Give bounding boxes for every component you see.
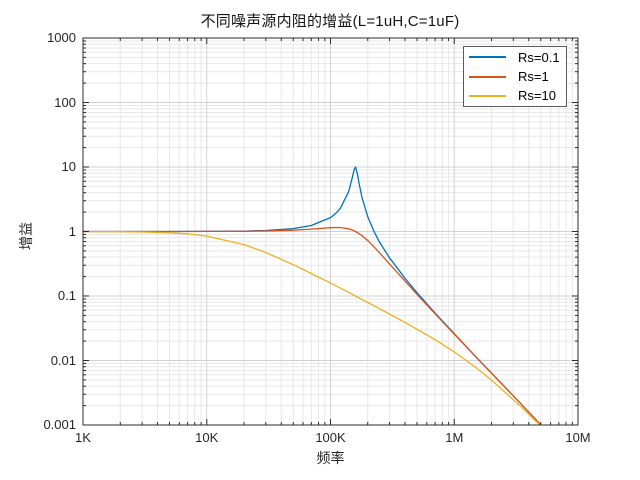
x-tick-label: 10K (195, 430, 219, 445)
legend-line-sample (469, 56, 506, 59)
x-tick-label: 1M (445, 430, 464, 445)
legend-item-label: Rs=1 (518, 69, 549, 84)
y-tick-label: 100 (54, 94, 76, 110)
y-tick-label: 0.1 (57, 288, 76, 303)
series-line-Rs=10 (83, 230, 541, 425)
legend-item-rs0.1[interactable]: Rs=0.1 (464, 48, 566, 66)
legend-item-label: Rs=10 (518, 88, 556, 104)
legend-item-rs1[interactable]: Rs=1 (464, 68, 566, 86)
legend-line-sample (469, 94, 506, 97)
y-tick-label: 0.01 (50, 352, 76, 368)
y-tick-label: 1000 (47, 30, 76, 45)
x-axis-label: 频率 (316, 450, 345, 466)
x-tick-label: 10M (565, 430, 591, 445)
y-tick-label: 0.001 (43, 417, 76, 432)
legend-line-sample (469, 75, 506, 78)
y-tick-label: 1 (68, 223, 76, 239)
legend[interactable]: Rs=0.1 Rs=1 Rs=10 (463, 46, 567, 107)
chart-title: 不同噪声源内阻的增益(L=1uH,C=1uF) (200, 13, 460, 30)
legend-item-rs10[interactable]: Rs=10 (464, 87, 566, 105)
x-tick-label: 1K (75, 430, 91, 445)
series-line-Rs=1 (83, 226, 542, 425)
legend-item-label: Rs=0.1 (518, 49, 560, 65)
y-tick-label: 10 (61, 159, 76, 174)
x-tick-label: 100K (315, 430, 346, 445)
